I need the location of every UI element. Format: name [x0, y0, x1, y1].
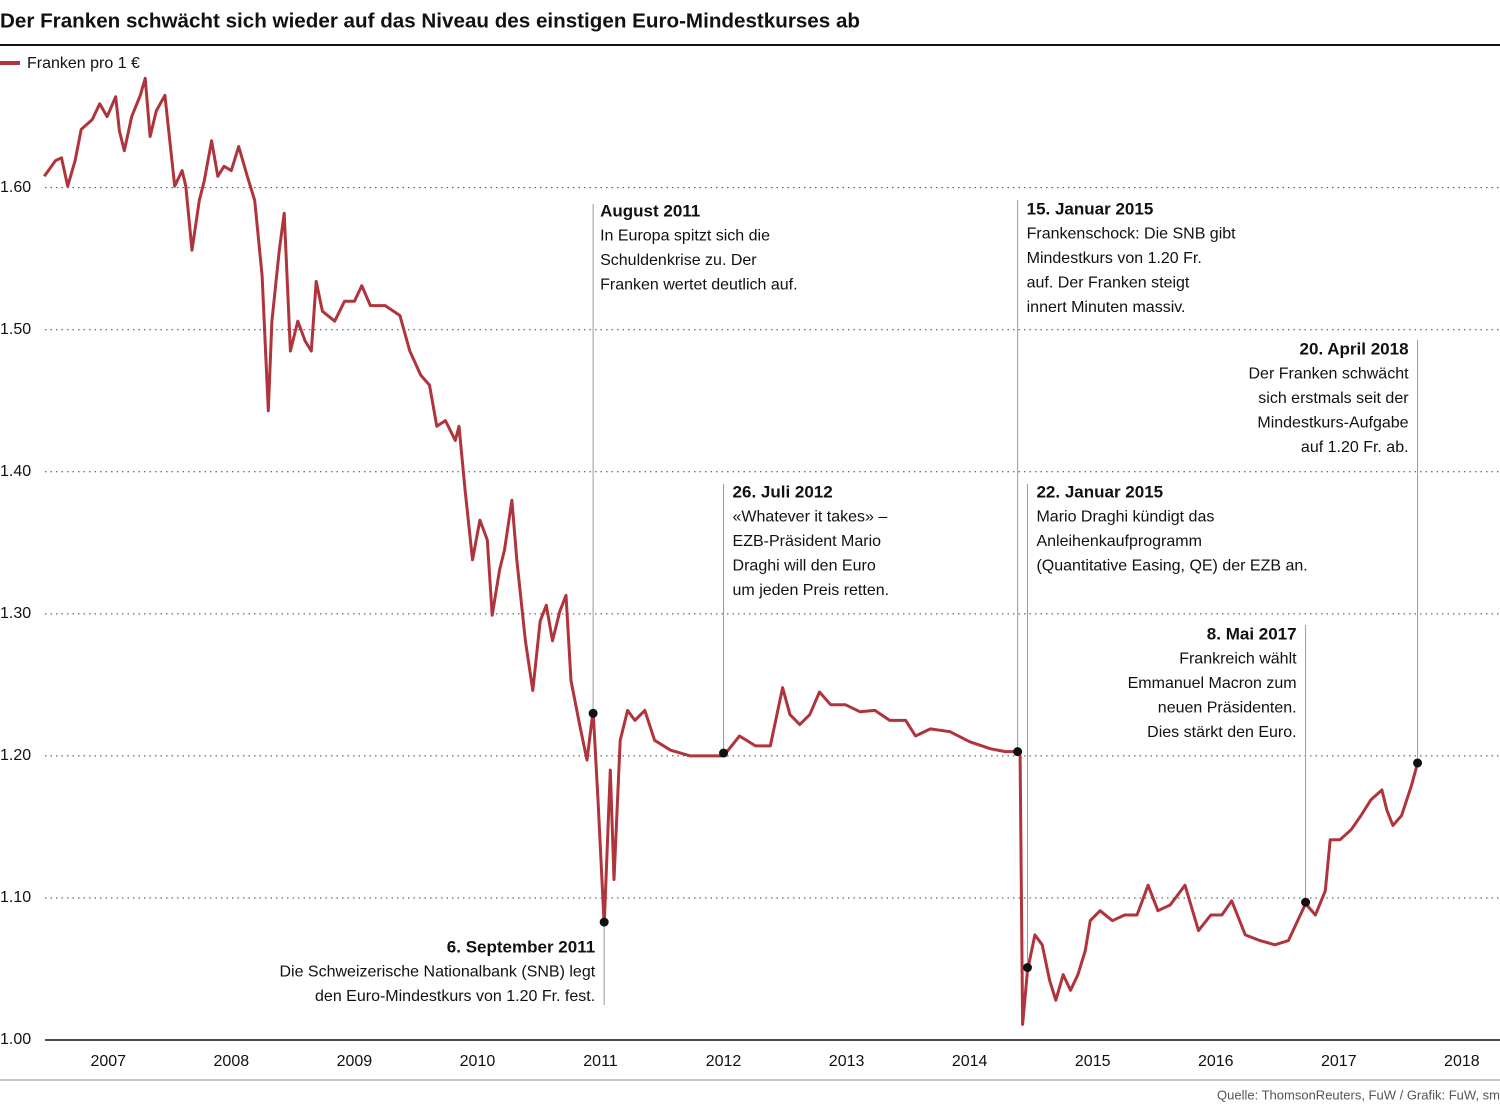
annotation-text: innert Minuten massiv.	[1027, 299, 1186, 316]
annotation-text: Anleihenkaufprogramm	[1036, 533, 1201, 550]
annotation-text: Die Schweizerische Nationalbank (SNB) le…	[279, 964, 595, 981]
annotation-text: Draghi will den Euro	[733, 558, 876, 575]
x-tick-label: 2018	[1444, 1053, 1480, 1070]
y-tick-label: 1.60	[0, 179, 31, 196]
annotation-title: 6. September 2011	[447, 937, 595, 956]
chart-title: Der Franken schwächt sich wieder auf das…	[0, 10, 860, 32]
annotation-title: 8. Mai 2017	[1207, 624, 1297, 643]
annotation-dot	[1022, 963, 1032, 973]
annotation-title: 20. April 2018	[1300, 339, 1409, 358]
y-tick-label: 1.50	[0, 321, 31, 338]
legend-label: Franken pro 1 €	[27, 55, 140, 72]
x-tick-label: 2014	[952, 1053, 988, 1070]
x-tick-label: 2012	[706, 1053, 742, 1070]
annotation-dot	[588, 708, 598, 718]
y-tick-label: 1.10	[0, 889, 31, 906]
annotation-text: Frankenschock: Die SNB gibt	[1027, 226, 1237, 243]
annotation-dot	[719, 748, 729, 758]
x-tick-label: 2008	[214, 1053, 250, 1070]
annotation-title: 22. Januar 2015	[1036, 482, 1163, 501]
x-tick-label: 2010	[460, 1053, 496, 1070]
annotation-text: In Europa spitzt sich die	[600, 228, 770, 245]
annotation-dot	[599, 917, 609, 927]
annotation-text: «Whatever it takes» –	[733, 509, 888, 526]
x-tick-label: 2015	[1075, 1053, 1111, 1070]
annotation-text: (Quantitative Easing, QE) der EZB an.	[1036, 558, 1307, 575]
annotation-dot	[1413, 758, 1423, 768]
annotation-text: EZB-Präsident Mario	[733, 533, 882, 550]
annotation-text: um jeden Preis retten.	[733, 582, 890, 599]
x-tick-label: 2016	[1198, 1053, 1234, 1070]
annotation-text: Frankreich wählt	[1179, 651, 1297, 668]
annotation-text: Schuldenkrise zu. Der	[600, 252, 757, 269]
x-tick-label: 2013	[829, 1053, 865, 1070]
series-line	[43, 76, 1420, 1026]
annotation-title: 15. Januar 2015	[1027, 199, 1154, 218]
annotation-text: Mario Draghi kündigt das	[1036, 509, 1214, 526]
annotation-text: den Euro-Mindestkurs von 1.20 Fr. fest.	[315, 988, 595, 1005]
annotation-text: Mindestkurs von 1.20 Fr.	[1027, 250, 1202, 267]
x-tick-label: 2011	[583, 1053, 618, 1070]
annotation-text: auf 1.20 Fr. ab.	[1301, 439, 1409, 456]
annotation-text: auf. Der Franken steigt	[1027, 275, 1190, 292]
annotation-dot	[1013, 747, 1023, 757]
annotation-title: 26. Juli 2012	[733, 482, 833, 501]
annotation-text: sich erstmals seit der	[1258, 390, 1409, 407]
x-tick-label: 2009	[337, 1053, 373, 1070]
y-tick-label: 1.30	[0, 605, 31, 622]
annotation-text: neuen Präsidenten.	[1158, 700, 1297, 717]
x-tick-label: 2007	[90, 1053, 126, 1070]
annotation-title: August 2011	[600, 201, 700, 220]
annotation-dot	[1301, 897, 1311, 907]
annotation-text: Emmanuel Macron zum	[1128, 675, 1297, 692]
y-tick-label: 1.40	[0, 463, 31, 480]
annotation-text: Franken wertet deutlich auf.	[600, 277, 797, 294]
y-tick-label: 1.20	[0, 747, 31, 764]
annotation-text: Mindestkurs-Aufgabe	[1257, 415, 1408, 432]
y-tick-label: 1.00	[0, 1031, 31, 1048]
x-tick-label: 2017	[1321, 1053, 1357, 1070]
annotation-text: Der Franken schwächt	[1248, 366, 1409, 383]
source: Quelle: ThomsonReuters, FuW / Grafik: Fu…	[1217, 1087, 1500, 1102]
annotation-text: Dies stärkt den Euro.	[1147, 724, 1296, 741]
